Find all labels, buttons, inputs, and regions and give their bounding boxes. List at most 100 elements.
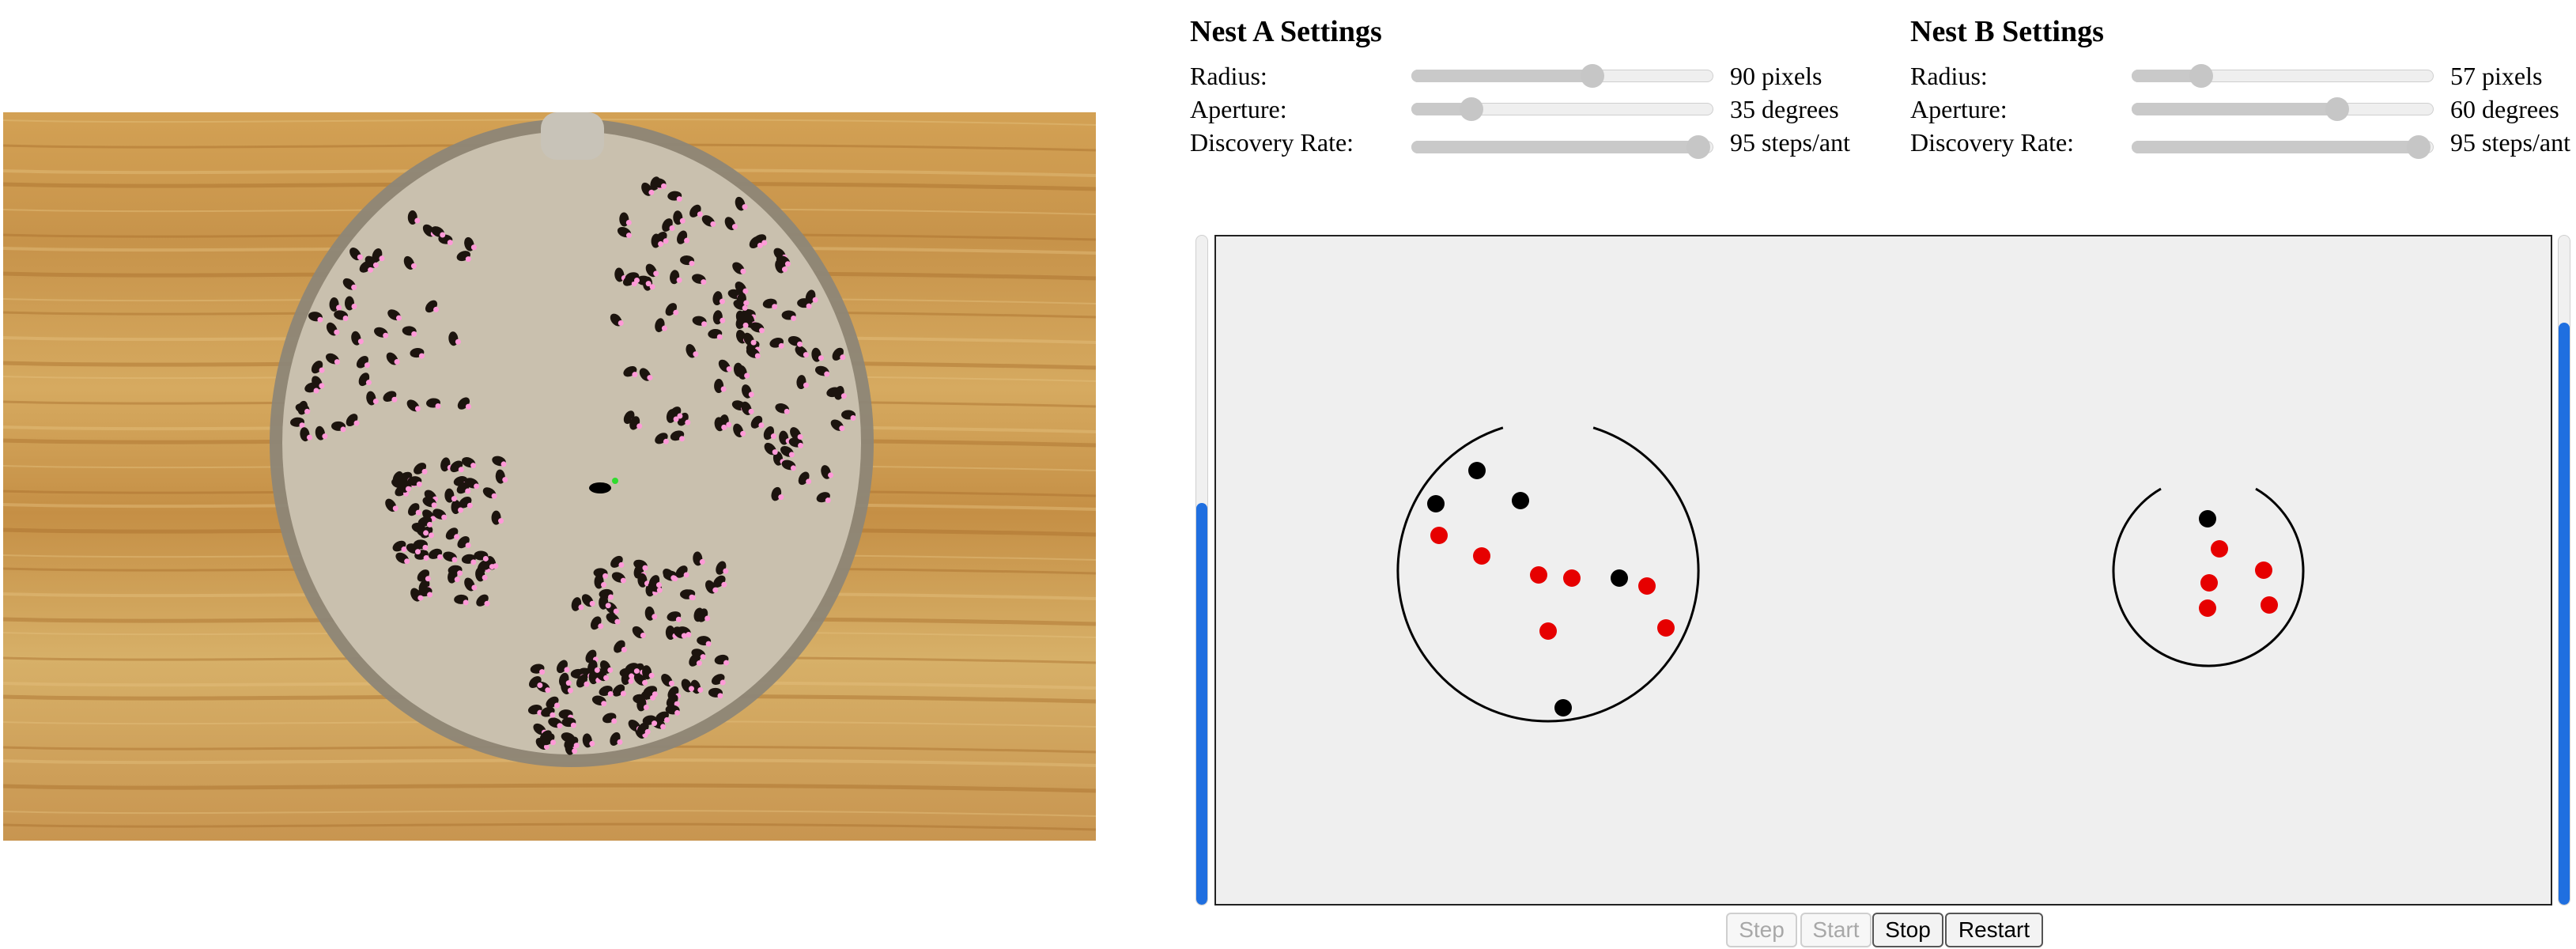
ant-tag: [670, 575, 677, 581]
ant-marker: [1473, 547, 1490, 565]
ant-tag: [717, 693, 723, 699]
ant-colony-photo-drawing: [3, 112, 1096, 831]
restart-button[interactable]: Restart: [1945, 913, 2043, 947]
ant-tag: [416, 481, 422, 487]
ant-tag: [818, 355, 824, 361]
ant-tag: [470, 244, 477, 251]
ant-tag: [545, 687, 551, 694]
ant-tag: [649, 284, 655, 290]
ant-tag: [539, 669, 546, 675]
ant-tag: [618, 320, 624, 327]
ant-tag: [357, 338, 364, 345]
nest-b-discovery-row: Discovery Rate: 95 steps/ant: [1910, 128, 2576, 188]
ant-tag: [674, 709, 681, 716]
ant-tag: [557, 723, 563, 729]
slider-thumb[interactable]: [1581, 64, 1605, 88]
ant-tag: [573, 743, 580, 749]
ant-tag: [319, 367, 325, 373]
ant-tag: [465, 543, 471, 549]
ant-tag: [317, 316, 323, 323]
ant-tag: [489, 564, 495, 570]
ant-marker: [1430, 527, 1448, 544]
ant-tag: [601, 582, 607, 588]
nest-a-radius-slider[interactable]: [1411, 64, 1713, 88]
ant-tag: [564, 667, 570, 673]
nest-a-outline: [1396, 426, 1700, 723]
ant-tag: [676, 196, 682, 202]
ant-tag: [740, 430, 746, 437]
ant-tag: [668, 680, 674, 686]
ant-tag: [594, 667, 600, 673]
ant-tag: [704, 615, 711, 622]
ant-tag: [454, 534, 460, 540]
slider-thumb[interactable]: [2189, 64, 2213, 88]
ant-tag: [689, 594, 695, 600]
ant-tag: [313, 388, 319, 394]
ant-tag: [803, 352, 809, 358]
ant-tag: [458, 507, 464, 513]
slider-thumb[interactable]: [2325, 97, 2349, 121]
wood-grain: [3, 810, 1096, 817]
ant-tag: [750, 339, 757, 346]
ant-tag: [334, 359, 340, 365]
ant-marker: [2255, 561, 2272, 579]
ant-tag: [742, 304, 748, 311]
ant-tag: [648, 189, 655, 195]
ant-tag: [306, 434, 312, 440]
ant-tag: [742, 322, 749, 328]
nest-b-population-fill: [2559, 322, 2570, 905]
ant-tag: [625, 219, 632, 225]
nest-b-discovery-value: 95 steps/ant: [2450, 128, 2570, 157]
nest-b-radius-slider[interactable]: [2132, 64, 2434, 88]
ant-marker: [1563, 569, 1581, 587]
ant-tag: [423, 555, 429, 561]
slider-thumb[interactable]: [1460, 97, 1484, 121]
ant-tag: [791, 315, 797, 321]
nest-a-aperture-slider[interactable]: [1411, 97, 1713, 121]
ant-tag: [772, 449, 778, 456]
ant-tag: [806, 478, 812, 485]
ant-tag: [372, 262, 379, 268]
ant-tag: [395, 315, 402, 321]
ant-tag: [685, 419, 691, 425]
ant-tag: [697, 686, 704, 693]
nest-a-aperture-value: 35 degrees: [1730, 95, 1839, 123]
ant-tag: [484, 600, 490, 607]
ant-tag: [351, 303, 357, 309]
nest-a-population-fill: [1196, 503, 1207, 905]
ant-tag: [441, 514, 448, 520]
queen-tag: [612, 478, 618, 484]
ant-tag: [655, 582, 662, 588]
ant-tag: [543, 743, 550, 750]
slider-thumb[interactable]: [1686, 135, 1710, 159]
ant-tag: [620, 577, 626, 584]
nest-b-discovery-slider[interactable]: [2132, 135, 2434, 159]
start-button[interactable]: Start: [1800, 913, 1872, 947]
ant-tag: [686, 632, 692, 638]
ant-tag: [850, 415, 856, 422]
ant-tag: [840, 393, 847, 399]
slider-thumb[interactable]: [2406, 135, 2431, 159]
ant-tag: [418, 353, 425, 359]
ant-tag: [498, 518, 504, 524]
simulation-arena[interactable]: [1214, 235, 2552, 906]
nest-b-aperture-label: Aperture:: [1910, 95, 2008, 123]
ant-marker: [2199, 510, 2216, 527]
nest-a-title: Nest A Settings: [1190, 15, 1382, 48]
ant-marker: [1611, 569, 1628, 587]
ant-tag: [681, 633, 687, 639]
ant-tag: [759, 327, 765, 334]
nest-a-radius-value: 90 pixels: [1730, 62, 1822, 90]
stop-button[interactable]: Stop: [1872, 913, 1943, 947]
ant-tag: [721, 581, 727, 588]
step-button[interactable]: Step: [1726, 913, 1797, 947]
ant-tag: [458, 467, 464, 473]
nest-a-discovery-slider[interactable]: [1411, 135, 1713, 159]
ant-tag: [788, 452, 795, 458]
nest-b-aperture-slider[interactable]: [2132, 97, 2434, 121]
ant-tag: [608, 594, 614, 600]
ant-marker: [1638, 577, 1656, 595]
ant-tag: [465, 488, 471, 494]
wood-grain: [3, 822, 1096, 831]
ant-tag: [653, 270, 659, 277]
